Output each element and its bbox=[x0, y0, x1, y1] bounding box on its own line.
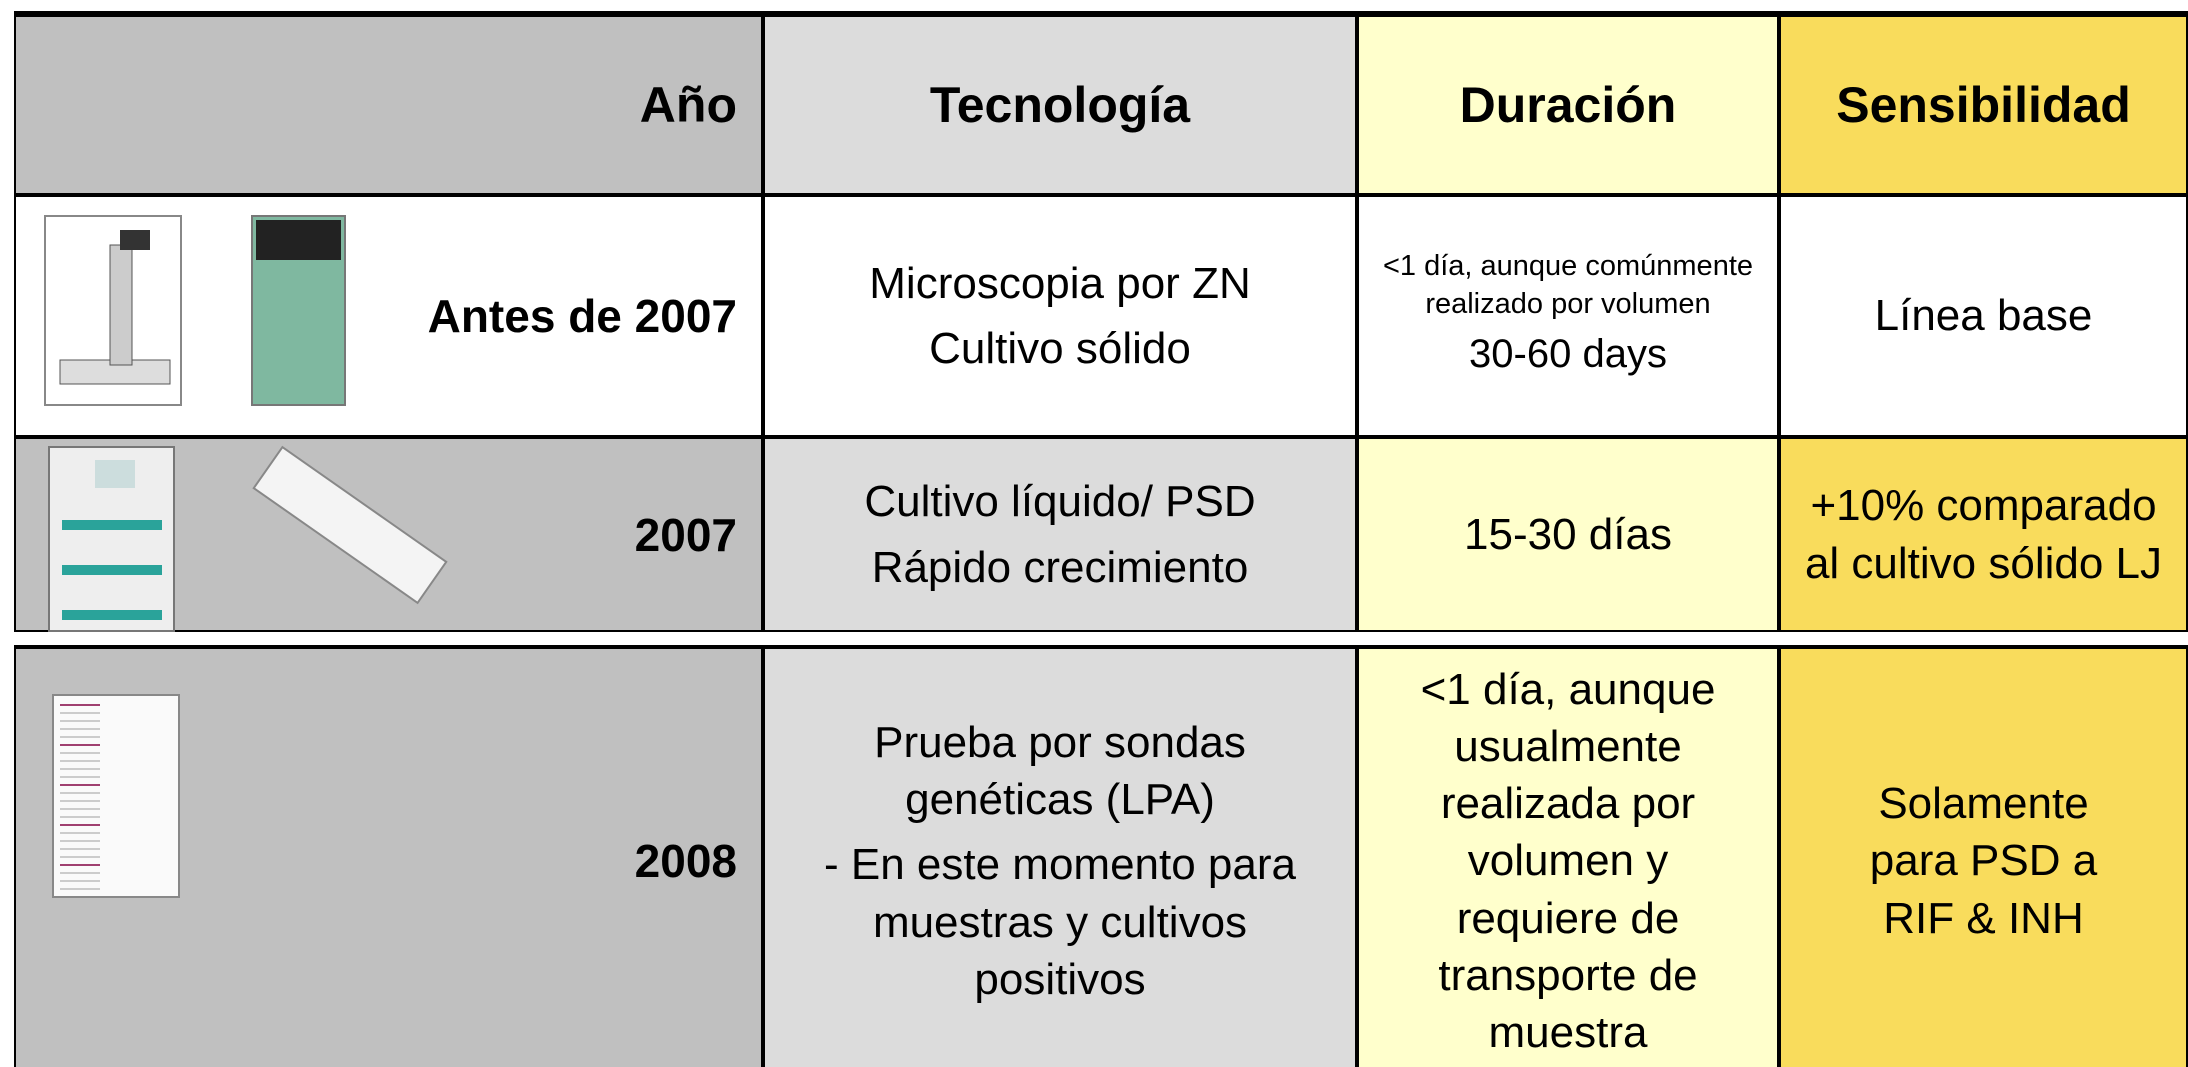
duration-cell: <1 día, aunque comúnmente realizado por … bbox=[1357, 195, 1779, 437]
year-text: Antes de 2007 bbox=[427, 290, 737, 342]
duration-text: 15-30 días bbox=[1464, 509, 1672, 559]
header-text: Tecnología bbox=[929, 77, 1191, 133]
technology-text: Cultivo líquido/ PSD bbox=[864, 477, 1256, 527]
header-cell: Duración bbox=[1357, 11, 1779, 195]
sensitivity-cell: Solamente para PSD a RIF & INH bbox=[1779, 645, 2188, 1067]
technology-cell: Prueba por sondas genéticas (LPA) - En es… bbox=[763, 645, 1357, 1067]
year-cell: Antes de 2007 bbox=[14, 195, 763, 437]
header-cell: Tecnología bbox=[763, 11, 1357, 195]
year-text: 2007 bbox=[634, 508, 737, 561]
sensitivity-cell: Línea base bbox=[1779, 195, 2188, 437]
header-cell: Sensibilidad bbox=[1779, 11, 2188, 195]
year-text: 2008 bbox=[634, 835, 737, 887]
technology-cell: Cultivo líquido/ PSD Rápido crecimiento bbox=[763, 437, 1357, 632]
sensitivity-text: Solamente para PSD a RIF & INH bbox=[1869, 779, 2098, 943]
duration-cell: 15-30 días bbox=[1357, 437, 1779, 632]
header-text: Sensibilidad bbox=[1836, 77, 2131, 133]
sensitivity-cell: +10% comparado al cultivo sólido LJ bbox=[1779, 437, 2188, 632]
technology-cell: Microscopia por ZN Cultivo sólido bbox=[763, 195, 1357, 437]
header-cell: Año bbox=[14, 11, 763, 195]
header-text: Duración bbox=[1459, 77, 1677, 133]
year-cell: 2008 bbox=[14, 645, 763, 1067]
technology-text: Cultivo sólido bbox=[929, 324, 1191, 373]
technology-text: Prueba por sondas genéticas (LPA) bbox=[874, 718, 1246, 825]
duration-text: <1 día, aunque usualmente realizada por … bbox=[1420, 664, 1716, 1057]
row-gap bbox=[0, 632, 2188, 645]
duration-text: <1 día, aunque comúnmente realizado por … bbox=[1382, 250, 1754, 320]
technology-text: Rápido crecimiento bbox=[871, 542, 1249, 592]
technology-text: Microscopia por ZN bbox=[869, 258, 1251, 308]
duration-cell: <1 día, aunque usualmente realizada por … bbox=[1357, 645, 1779, 1067]
sensitivity-text: Línea base bbox=[1874, 291, 2093, 341]
technology-text: - En este momento para muestras y cultiv… bbox=[823, 840, 1296, 1004]
duration-text: 30-60 days bbox=[1469, 331, 1667, 376]
sensitivity-text: +10% comparado al cultivo sólido LJ bbox=[1804, 481, 2163, 588]
header-text: Año bbox=[639, 77, 737, 133]
year-cell: 2007 bbox=[14, 437, 763, 632]
